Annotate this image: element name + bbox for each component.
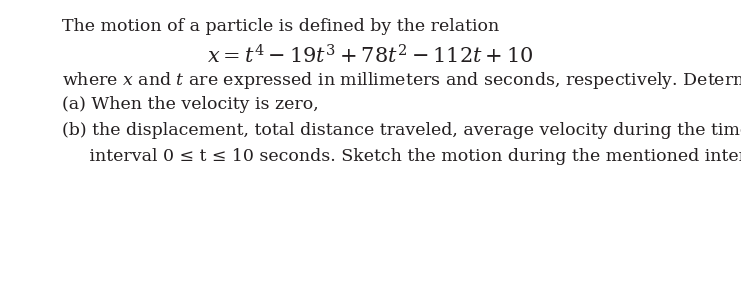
Text: (b) the displacement, total distance traveled, average velocity during the time: (b) the displacement, total distance tra… xyxy=(62,122,741,139)
Text: $x = t^4 - 19t^3 + 78t^2 - 112t + 10$: $x = t^4 - 19t^3 + 78t^2 - 112t + 10$ xyxy=(207,44,534,67)
Text: The motion of a particle is defined by the relation: The motion of a particle is defined by t… xyxy=(62,18,499,35)
Text: where $x$ and $t$ are expressed in millimeters and seconds, respectively. Determ: where $x$ and $t$ are expressed in milli… xyxy=(62,70,741,91)
Text: interval 0 ≤ t ≤ 10 seconds. Sketch the motion during the mentioned interval.: interval 0 ≤ t ≤ 10 seconds. Sketch the … xyxy=(62,148,741,165)
Text: (a) When the velocity is zero,: (a) When the velocity is zero, xyxy=(62,96,319,113)
